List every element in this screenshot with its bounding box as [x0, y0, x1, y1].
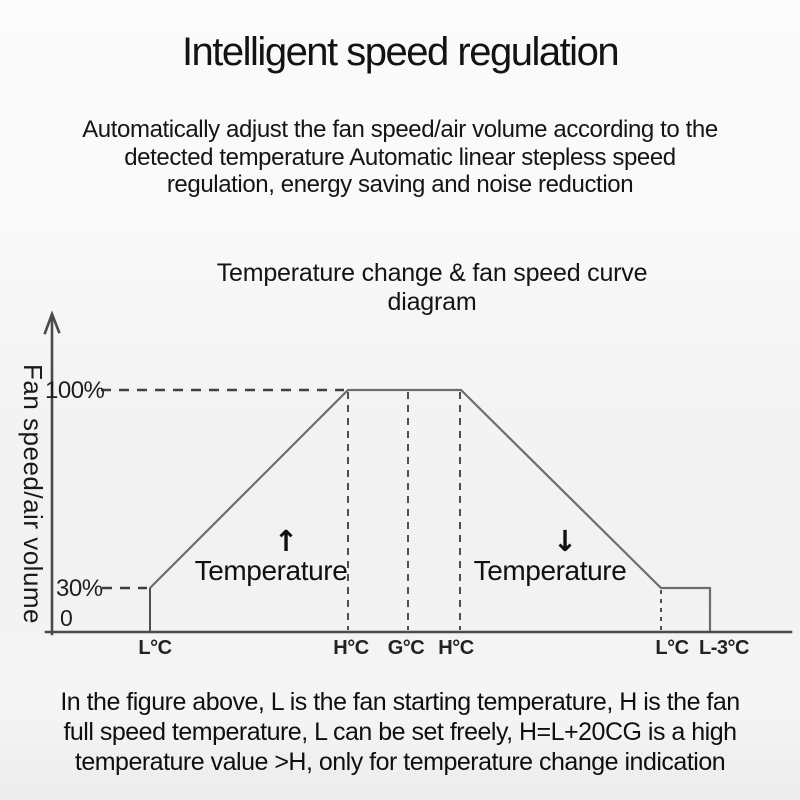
page-title: Intelligent speed regulation [181, 30, 620, 74]
footnote-text: In the figure above, L is the fan starti… [0, 687, 800, 777]
x-tick-g: G°C [387, 637, 425, 659]
chart-title-line-1: Temperature change & fan speed curve [216, 259, 648, 287]
footnote-line-3: temperature value >H, only for temperatu… [74, 748, 726, 776]
y-tick-30: 30% [56, 575, 103, 602]
chart-title: Temperature change & fan speed curve dia… [64, 259, 800, 317]
intro-line-1: Automatically adjust the fan speed/air v… [82, 116, 718, 143]
arrow-down-icon: ↓ [552, 524, 578, 558]
annotation-temperature-rise: ↑ Temperature [191, 527, 351, 587]
chart-title-line-2: diagram [387, 288, 477, 316]
arrow-up-icon: ↑ [273, 524, 299, 558]
intro-line-2: detected temperature Automatic linear st… [124, 143, 676, 171]
footnote-line-2: full speed temperature, L can be set fre… [63, 718, 737, 746]
x-tick-l-second: L°C [655, 637, 689, 659]
x-tick-l-minus-3: L-3°C [699, 637, 749, 659]
footnote-line-1: In the figure above, L is the fan starti… [60, 688, 740, 716]
x-tick-l-start: L°C [138, 637, 172, 659]
intro-text: Automatically adjust the fan speed/air v… [0, 116, 800, 199]
x-tick-h-second: H°C [438, 637, 474, 659]
annotation-temperature-fall: ↓ Temperature [470, 527, 630, 587]
intro-line-3: regulation, energy saving and noise redu… [166, 171, 634, 198]
y-tick-0: 0 [60, 605, 73, 631]
annotation-fall-label: Temperature [473, 555, 627, 586]
x-tick-h-first: H°C [333, 637, 369, 659]
y-tick-100: 100% [45, 377, 105, 404]
y-axis-label: Fan speed/air volume [18, 364, 48, 625]
annotation-rise-label: Temperature [194, 555, 348, 586]
